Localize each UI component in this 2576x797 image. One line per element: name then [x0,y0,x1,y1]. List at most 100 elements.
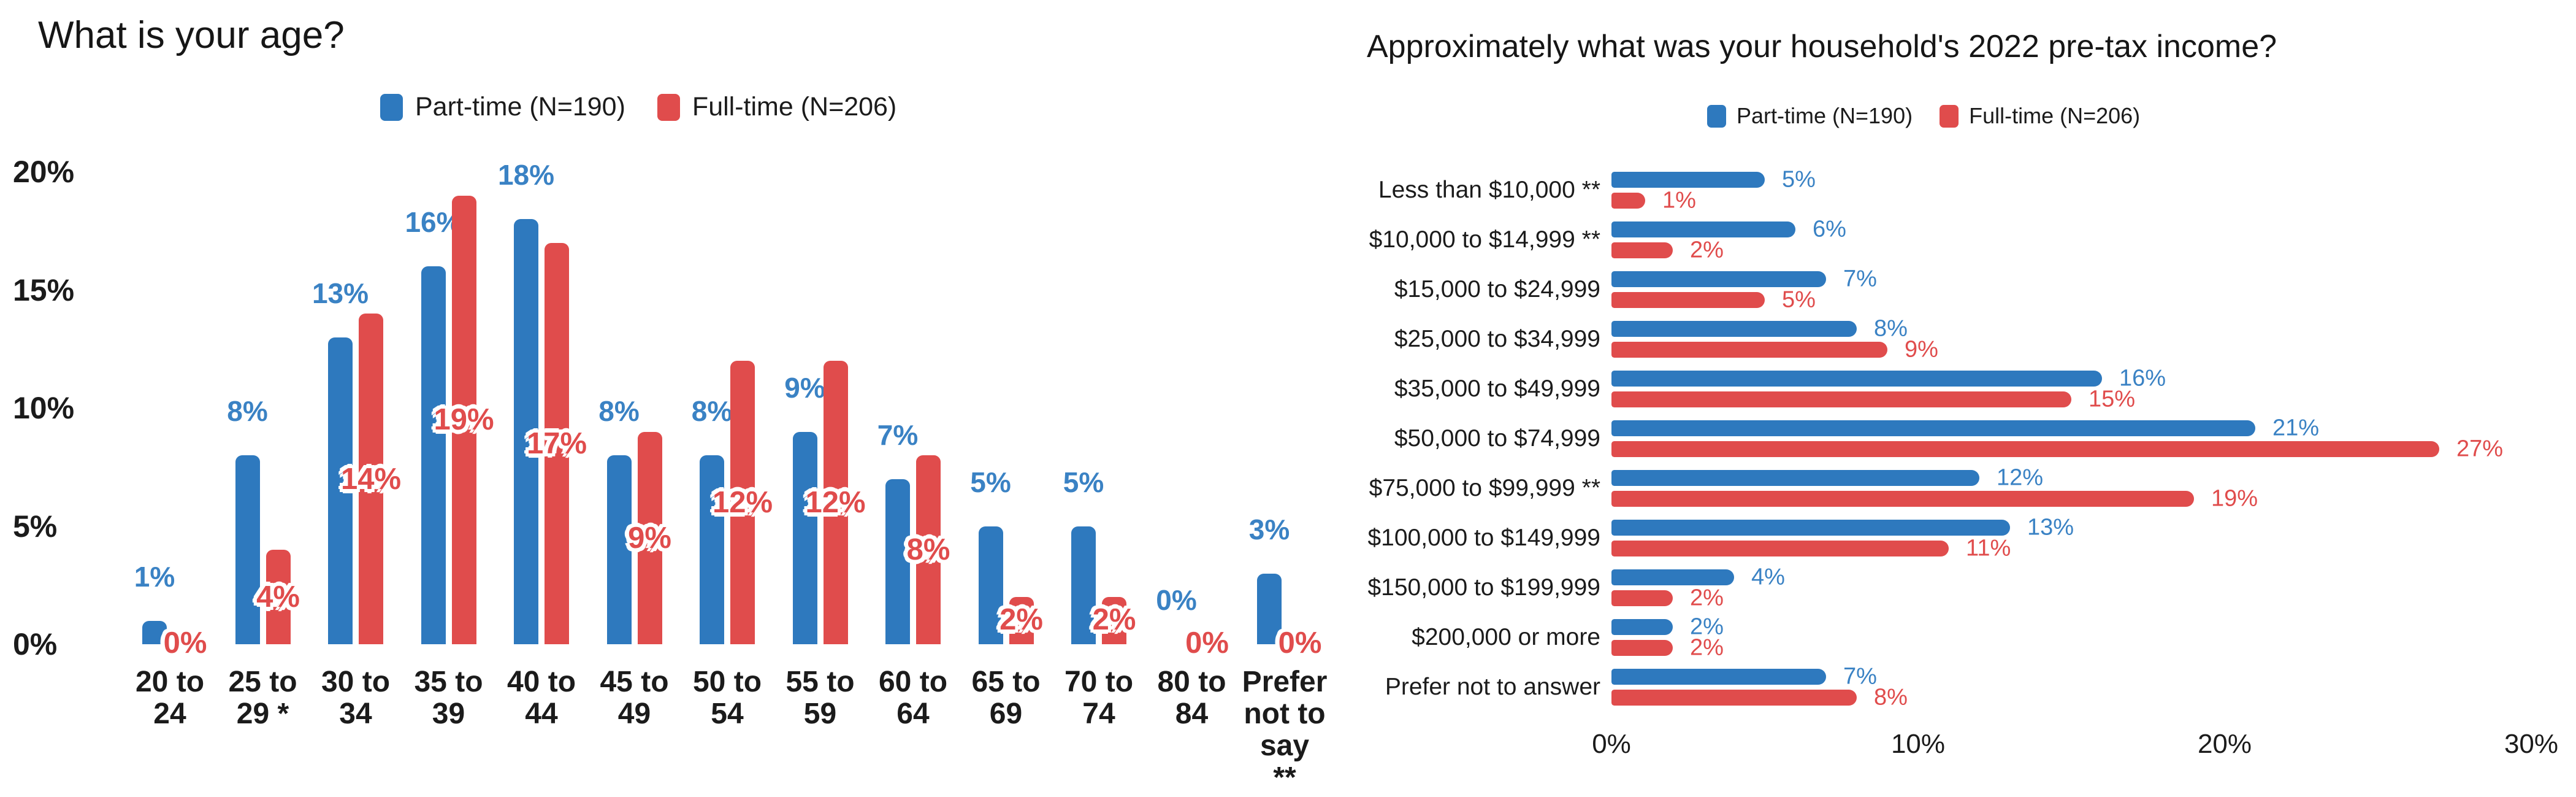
full-time-value-label: 14% [340,462,402,496]
full-time-value-label: 19% [434,403,494,437]
part-time-value-label: 8% [691,395,733,427]
part-time-bar [1611,420,2255,436]
full-time-bar [1611,342,1887,358]
full-time-bar [1611,590,1673,606]
part-time-value-label: 5% [970,466,1011,498]
part-time-bar [700,455,724,644]
income-chart-legend: Part-time (N=190) Full-time (N=206) [1707,103,2140,129]
part-time-bar [606,455,632,644]
part-time-value-label: 3% [1248,513,1290,545]
part-time-bar [978,526,1003,644]
part-time-value-label: 13% [311,277,369,309]
part-time-value-label: 7% [1843,266,1877,292]
full-time-bar [1611,541,1949,556]
full-time-value-label: 8% [1874,684,1908,710]
full-time-bar [545,242,569,644]
part-time-value-label: 0% [1156,584,1197,616]
part-time-bar [1071,526,1096,644]
full-time-value-label: 15% [2089,386,2136,412]
part-time-value-label: 9% [784,371,825,404]
part-time-bar [1257,573,1282,644]
full-time-value-label: 9% [1905,336,1938,363]
legend-label-full-time: Full-time (N=206) [692,92,897,121]
category-label: 55 to 59 [785,666,855,730]
full-time-bar [359,314,383,644]
category-label: 40 to 44 [506,666,576,730]
part-time-value-label: 7% [877,418,919,451]
full-time-bar [916,455,941,644]
part-time-bar [514,219,538,644]
y-axis-tick-label: 15% [13,272,75,307]
part-time-value-label: 12% [1997,464,2044,491]
part-time-bar [1611,172,1765,188]
category-label: $10,000 to $14,999 ** [1369,226,1600,253]
y-axis-tick-label: 10% [13,391,75,425]
full-time-bar [1611,640,1673,656]
full-time-bar [1611,491,2194,507]
full-time-value-label: 19% [2211,485,2258,512]
full-time-value-label: 5% [1782,287,1816,313]
part-time-value-label: 5% [1063,466,1104,498]
full-time-bar [451,195,476,644]
full-time-swatch-icon [657,93,680,121]
part-time-value-label: 21% [2272,415,2320,441]
full-time-value-label: 0% [163,626,207,660]
part-time-value-label: 18% [497,159,555,191]
part-time-bar [1611,371,2102,387]
category-label: 50 to 54 [692,666,762,730]
legend-label-full-time: Full-time (N=206) [1969,103,2141,128]
full-time-bar [1009,597,1034,644]
category-label: $15,000 to $24,999 [1394,276,1600,302]
full-time-value-label: 17% [526,426,587,460]
part-time-bar [792,431,817,644]
part-time-value-label: 8% [598,395,640,427]
part-time-value-label: 13% [2027,514,2074,541]
income-chart-plot-area: 0% 10% 20% 30% Less than $10,000 ** 5% 1% $10,0… [1349,0,2576,797]
income-chart-panel: Approximately what was your household's … [1349,0,2576,797]
income-chart-title: Approximately what was your household's … [1367,29,2277,64]
full-time-bar [1611,292,1765,308]
part-time-bar [1611,569,1734,585]
full-time-value-label: 2% [1690,585,1724,611]
category-label: Prefer not to say ** [1242,666,1328,794]
full-time-bar [1611,193,1645,209]
category-label: $200,000 or more [1412,624,1600,650]
x-axis-tick-label: 20% [2197,729,2252,759]
part-time-bar [235,455,260,644]
full-time-swatch-icon [1940,104,1959,128]
category-label: 20 to 24 [135,666,205,730]
legend-item-part-time: Part-time (N=190) [380,92,625,122]
legend-item-full-time: Full-time (N=206) [1940,103,2140,129]
part-time-value-label: 8% [227,395,268,427]
category-label: $100,000 to $149,999 [1367,525,1600,551]
full-time-value-label: 12% [805,486,866,519]
category-label: 25 to 29 * [228,666,297,730]
category-label: Less than $10,000 ** [1378,177,1600,203]
part-time-value-label: 8% [1874,315,1908,342]
part-time-value-label: 16% [2119,365,2166,391]
part-time-bar [421,266,446,644]
part-time-bar [1611,470,1979,486]
part-time-bar [1611,271,1826,287]
full-time-bar [1611,242,1673,258]
part-time-bar [328,337,353,644]
part-time-bar [1611,619,1673,635]
full-time-bar [266,550,291,644]
category-label: Prefer not to answer [1385,674,1600,700]
part-time-value-label: 6% [1813,216,1846,242]
category-label: 80 to 84 [1157,666,1226,730]
category-label: $25,000 to $34,999 [1394,326,1600,352]
full-time-value-label: 0% [1185,626,1229,660]
full-time-value-label: 8% [906,533,950,566]
full-time-value-label: 4% [256,580,300,614]
y-axis-tick-label: 5% [13,509,58,544]
age-chart-legend: Part-time (N=190) Full-time (N=206) [380,92,896,122]
legend-item-full-time: Full-time (N=206) [657,92,896,122]
part-time-bar [142,620,167,644]
category-label: $75,000 to $99,999 ** [1369,475,1600,501]
category-label: 70 to 74 [1064,666,1134,730]
full-time-value-label: 1% [1662,187,1696,214]
category-label: $35,000 to $49,999 [1394,375,1600,402]
part-time-value-label: 5% [1782,166,1816,193]
